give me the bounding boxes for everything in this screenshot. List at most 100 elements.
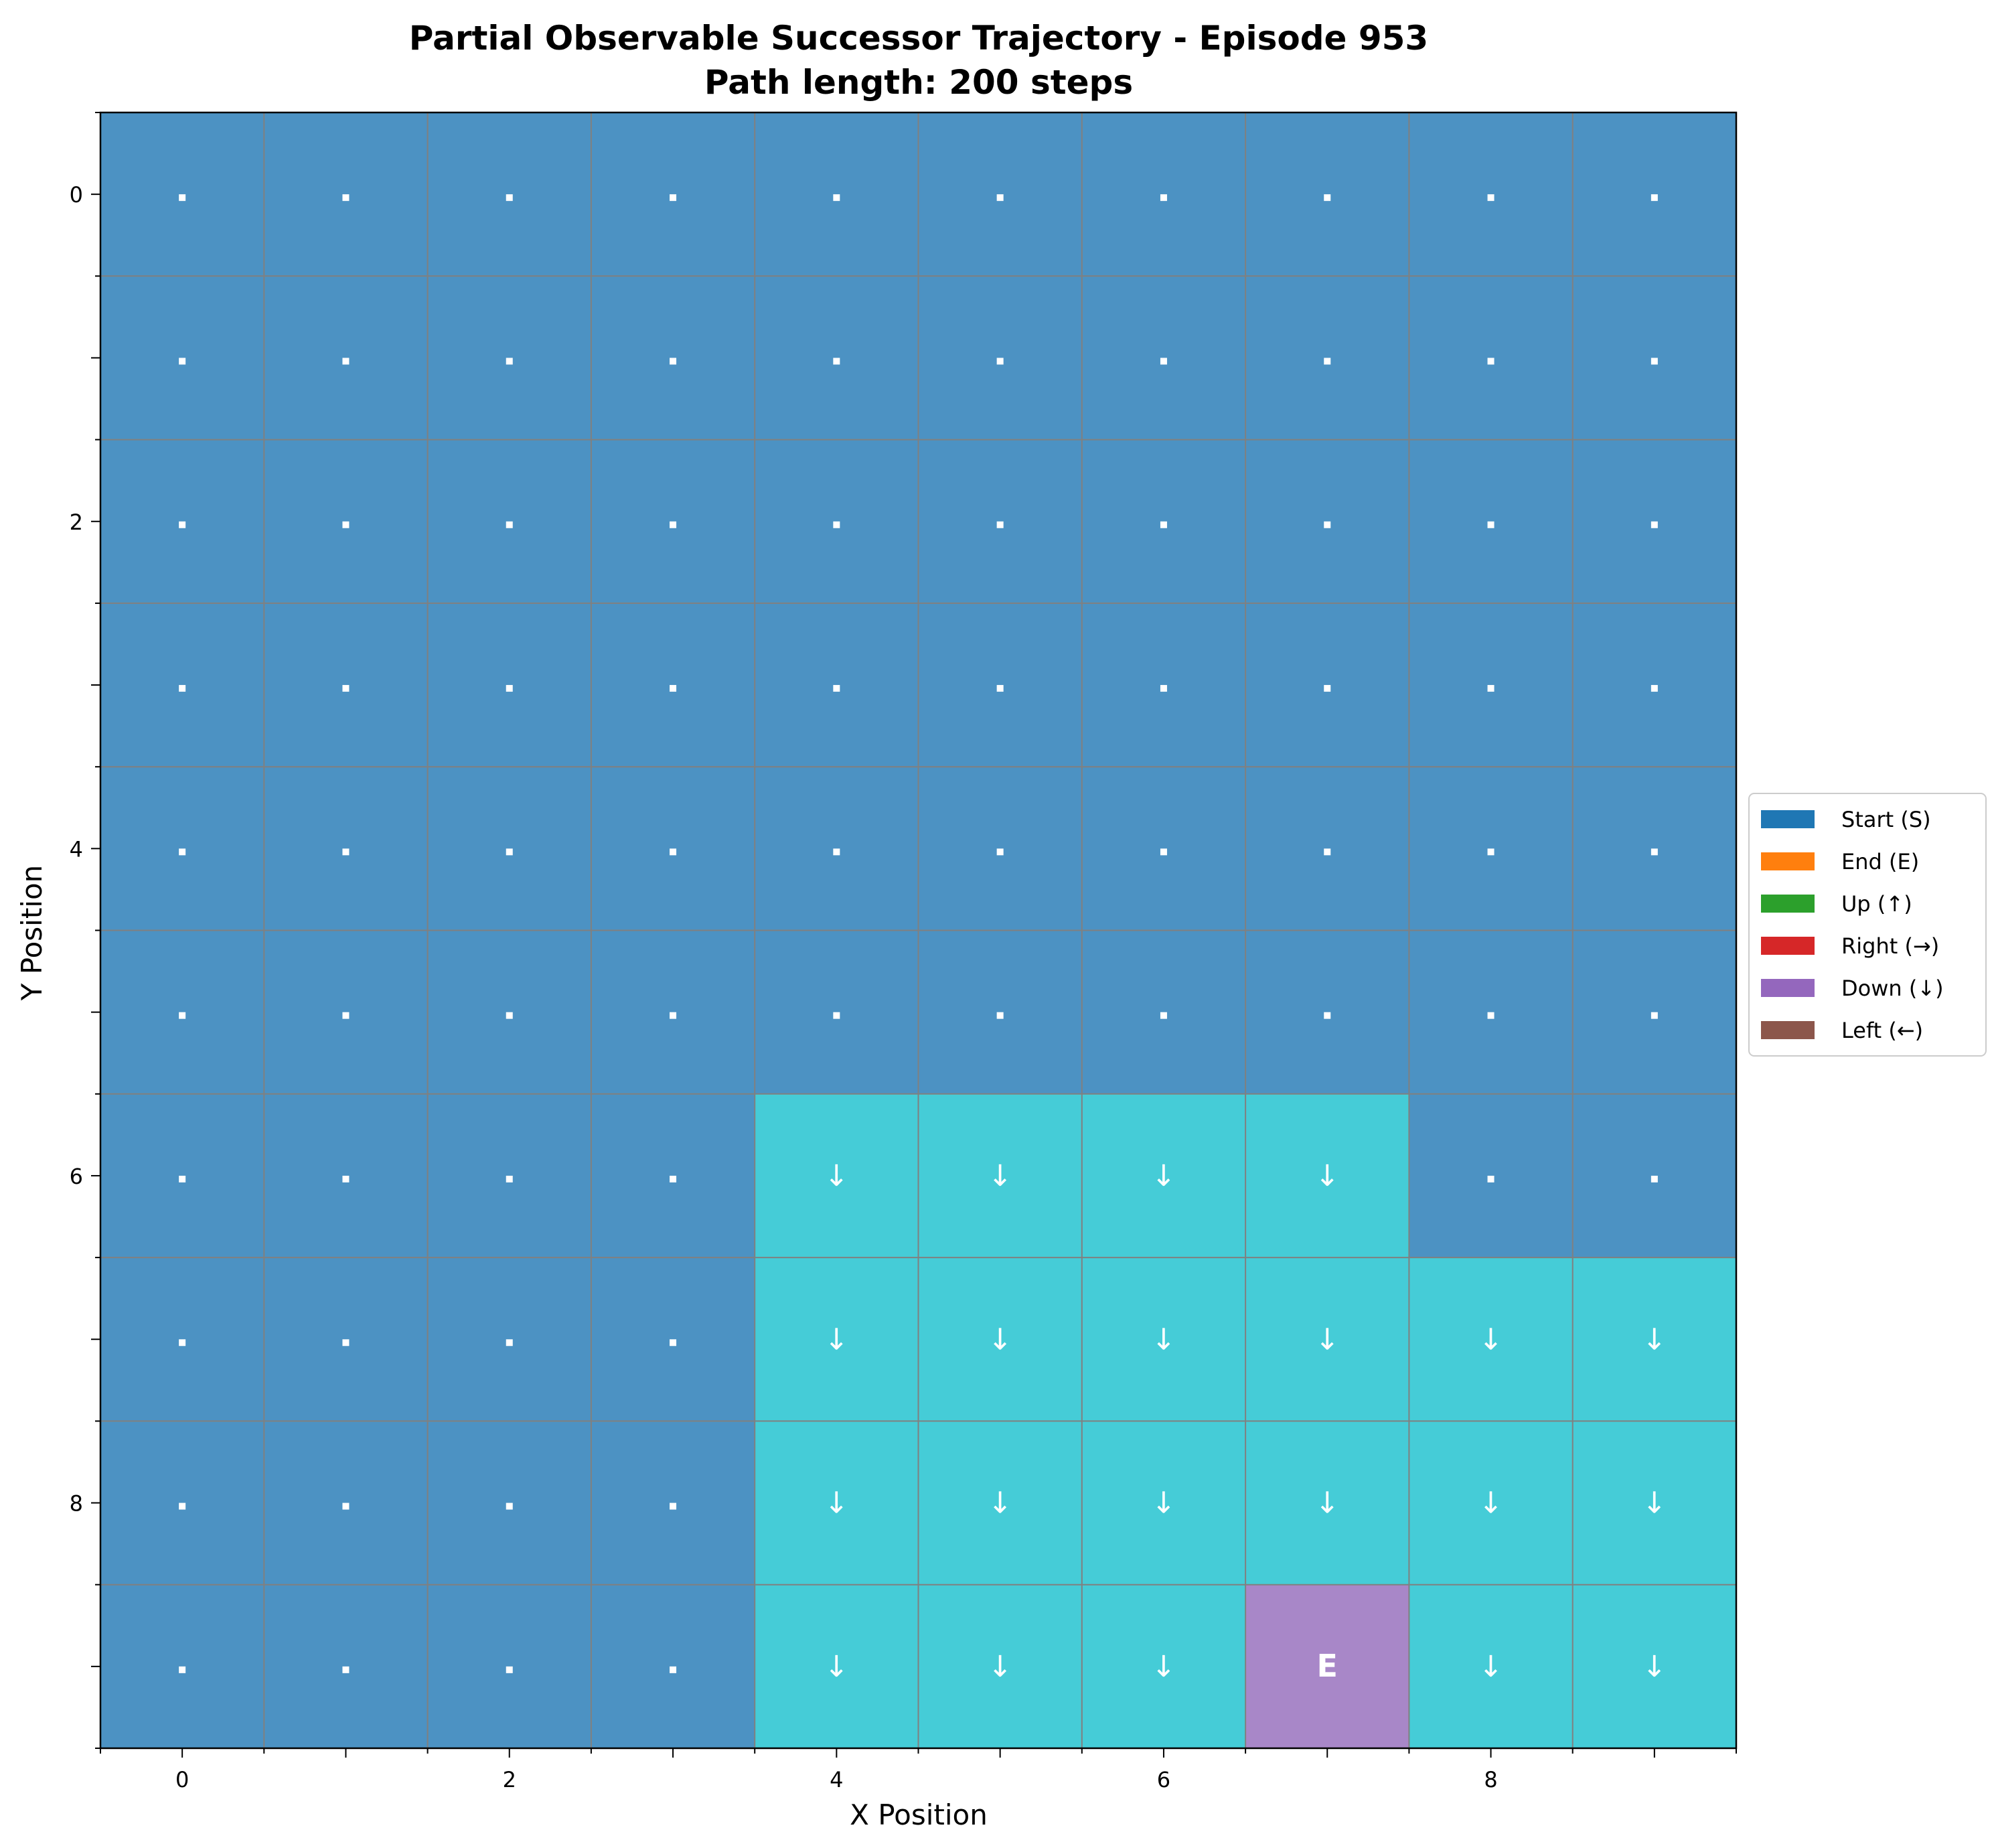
down-arrow-marker: ↓ bbox=[988, 1159, 1012, 1193]
cell-dot-marker bbox=[1487, 521, 1494, 528]
y-tick-label: 4 bbox=[70, 836, 83, 862]
cell-dot-marker bbox=[506, 848, 513, 856]
cell-dot-marker bbox=[179, 1503, 186, 1510]
cell-dot-marker bbox=[342, 521, 350, 528]
down-arrow-marker: ↓ bbox=[1642, 1322, 1667, 1357]
cell-dot-marker bbox=[506, 1012, 513, 1019]
down-arrow-marker: ↓ bbox=[1152, 1486, 1176, 1521]
cell-dot-marker bbox=[1651, 194, 1658, 202]
cell-dot-marker bbox=[506, 1339, 513, 1346]
cell-r6-c6 bbox=[1081, 1093, 1246, 1258]
cell-dot-marker bbox=[1160, 521, 1167, 528]
cell-dot-marker bbox=[342, 1503, 350, 1510]
cell-r9-c8 bbox=[1409, 1584, 1574, 1749]
down-arrow-marker: ↓ bbox=[1478, 1650, 1503, 1684]
cell-dot-marker bbox=[670, 1012, 677, 1019]
cell-r7-c6 bbox=[1081, 1257, 1246, 1421]
legend-label: Up (↑) bbox=[1841, 891, 1912, 917]
cell-dot-marker bbox=[670, 685, 677, 692]
down-arrow-marker: ↓ bbox=[988, 1322, 1012, 1357]
cell-dot-marker bbox=[506, 1666, 513, 1673]
cell-r8-c9 bbox=[1572, 1421, 1737, 1586]
legend-swatch bbox=[1761, 979, 1815, 997]
cell-dot-marker bbox=[996, 521, 1004, 528]
cell-dot-marker bbox=[996, 194, 1004, 202]
cell-dot-marker bbox=[1160, 1012, 1167, 1019]
cell-dot-marker bbox=[1324, 194, 1331, 202]
x-tick-label: 8 bbox=[1484, 1767, 1497, 1792]
y-tick-label: 2 bbox=[70, 510, 83, 535]
cell-dot-marker bbox=[833, 848, 840, 856]
chart-title-line2: Path length: 200 steps bbox=[704, 63, 1133, 102]
cell-dot-marker bbox=[1487, 358, 1494, 365]
y-tick-label: 6 bbox=[70, 1164, 83, 1189]
cell-markers: ↓ ↓ ↓ ↓ ↓ ↓ ↓ ↓ ↓ ↓ ↓ ↓ ↓ ↓ ↓ ↓ ↓ ↓ ↓ E ↓ ↓ bbox=[179, 194, 1667, 1684]
cell-dot-marker bbox=[179, 1666, 186, 1673]
cell-r6-c7 bbox=[1245, 1093, 1409, 1258]
cell-dot-marker bbox=[1487, 1012, 1494, 1019]
cell-dot-marker bbox=[1487, 1175, 1494, 1182]
cell-dot-marker bbox=[1651, 848, 1658, 856]
cell-dot-marker bbox=[1160, 194, 1167, 202]
down-arrow-marker: ↓ bbox=[824, 1650, 849, 1684]
cell-dot-marker bbox=[670, 1175, 677, 1182]
cell-dot-marker bbox=[670, 1666, 677, 1673]
cell-dot-marker bbox=[1324, 1012, 1331, 1019]
cell-dot-marker bbox=[1324, 685, 1331, 692]
cell-dot-marker bbox=[506, 1175, 513, 1182]
gridlines bbox=[100, 112, 1736, 1748]
cell-r9-c6 bbox=[1081, 1584, 1246, 1749]
legend: Start (S) End (E) Up (↑) Right (→) Down (↓) L… bbox=[1748, 793, 1987, 1057]
x-tick-label: 6 bbox=[1157, 1767, 1170, 1792]
cell-dot-marker bbox=[342, 848, 350, 856]
cell-dot-marker bbox=[1651, 685, 1658, 692]
down-arrow-marker: ↓ bbox=[988, 1486, 1012, 1521]
cell-dot-marker bbox=[506, 358, 513, 365]
cell-dot-marker bbox=[342, 1012, 350, 1019]
cell-dot-marker bbox=[1160, 848, 1167, 856]
cell-dot-marker bbox=[1487, 685, 1494, 692]
cell-dot-marker bbox=[996, 685, 1004, 692]
cell-dot-marker bbox=[670, 521, 677, 528]
cell-dot-marker bbox=[342, 194, 350, 202]
cell-dot-marker bbox=[179, 521, 186, 528]
cell-dot-marker bbox=[996, 358, 1004, 365]
cell-dot-marker bbox=[1324, 358, 1331, 365]
down-arrow-marker: ↓ bbox=[1642, 1486, 1667, 1521]
cell-dot-marker bbox=[833, 358, 840, 365]
cell-dot-marker bbox=[1651, 521, 1658, 528]
cell-r7-c9 bbox=[1572, 1257, 1737, 1421]
cell-dot-marker bbox=[179, 1012, 186, 1019]
cell-dot-marker bbox=[342, 1175, 350, 1182]
legend-swatch bbox=[1761, 895, 1815, 913]
cell-r8-c6 bbox=[1081, 1421, 1246, 1586]
cell-dot-marker bbox=[342, 1339, 350, 1346]
cell-dot-marker bbox=[506, 1503, 513, 1510]
cell-dot-marker bbox=[1651, 1012, 1658, 1019]
cell-dot-marker bbox=[1160, 685, 1167, 692]
down-arrow-marker: ↓ bbox=[824, 1322, 849, 1357]
cell-dot-marker bbox=[179, 194, 186, 202]
cell-dot-marker bbox=[996, 848, 1004, 856]
cell-r8-c5 bbox=[918, 1421, 1083, 1586]
cell-dot-marker bbox=[179, 685, 186, 692]
cell-r8-c8 bbox=[1409, 1421, 1574, 1586]
x-tick-label: 2 bbox=[503, 1767, 516, 1792]
cell-dot-marker bbox=[506, 521, 513, 528]
cell-dot-marker bbox=[342, 1666, 350, 1673]
cell-dot-marker bbox=[670, 358, 677, 365]
cell-r9-c5 bbox=[918, 1584, 1083, 1749]
down-arrow-marker: ↓ bbox=[824, 1486, 849, 1521]
legend-box bbox=[1748, 793, 1987, 1057]
cell-r8-c4 bbox=[755, 1421, 919, 1586]
legend-swatch bbox=[1761, 810, 1815, 828]
y-axis-label: Y Position bbox=[15, 865, 48, 1002]
axis-ticks: 0 2 4 6 8 0 2 4 6 8 bbox=[70, 112, 1737, 1792]
down-arrow-marker: ↓ bbox=[1315, 1159, 1340, 1193]
cell-r9-c7 bbox=[1245, 1584, 1409, 1749]
down-arrow-marker: ↓ bbox=[1152, 1159, 1176, 1193]
cell-r7-c5 bbox=[918, 1257, 1083, 1421]
cell-dot-marker bbox=[179, 1339, 186, 1346]
cell-dot-marker bbox=[670, 1503, 677, 1510]
cell-r7-c4 bbox=[755, 1257, 919, 1421]
